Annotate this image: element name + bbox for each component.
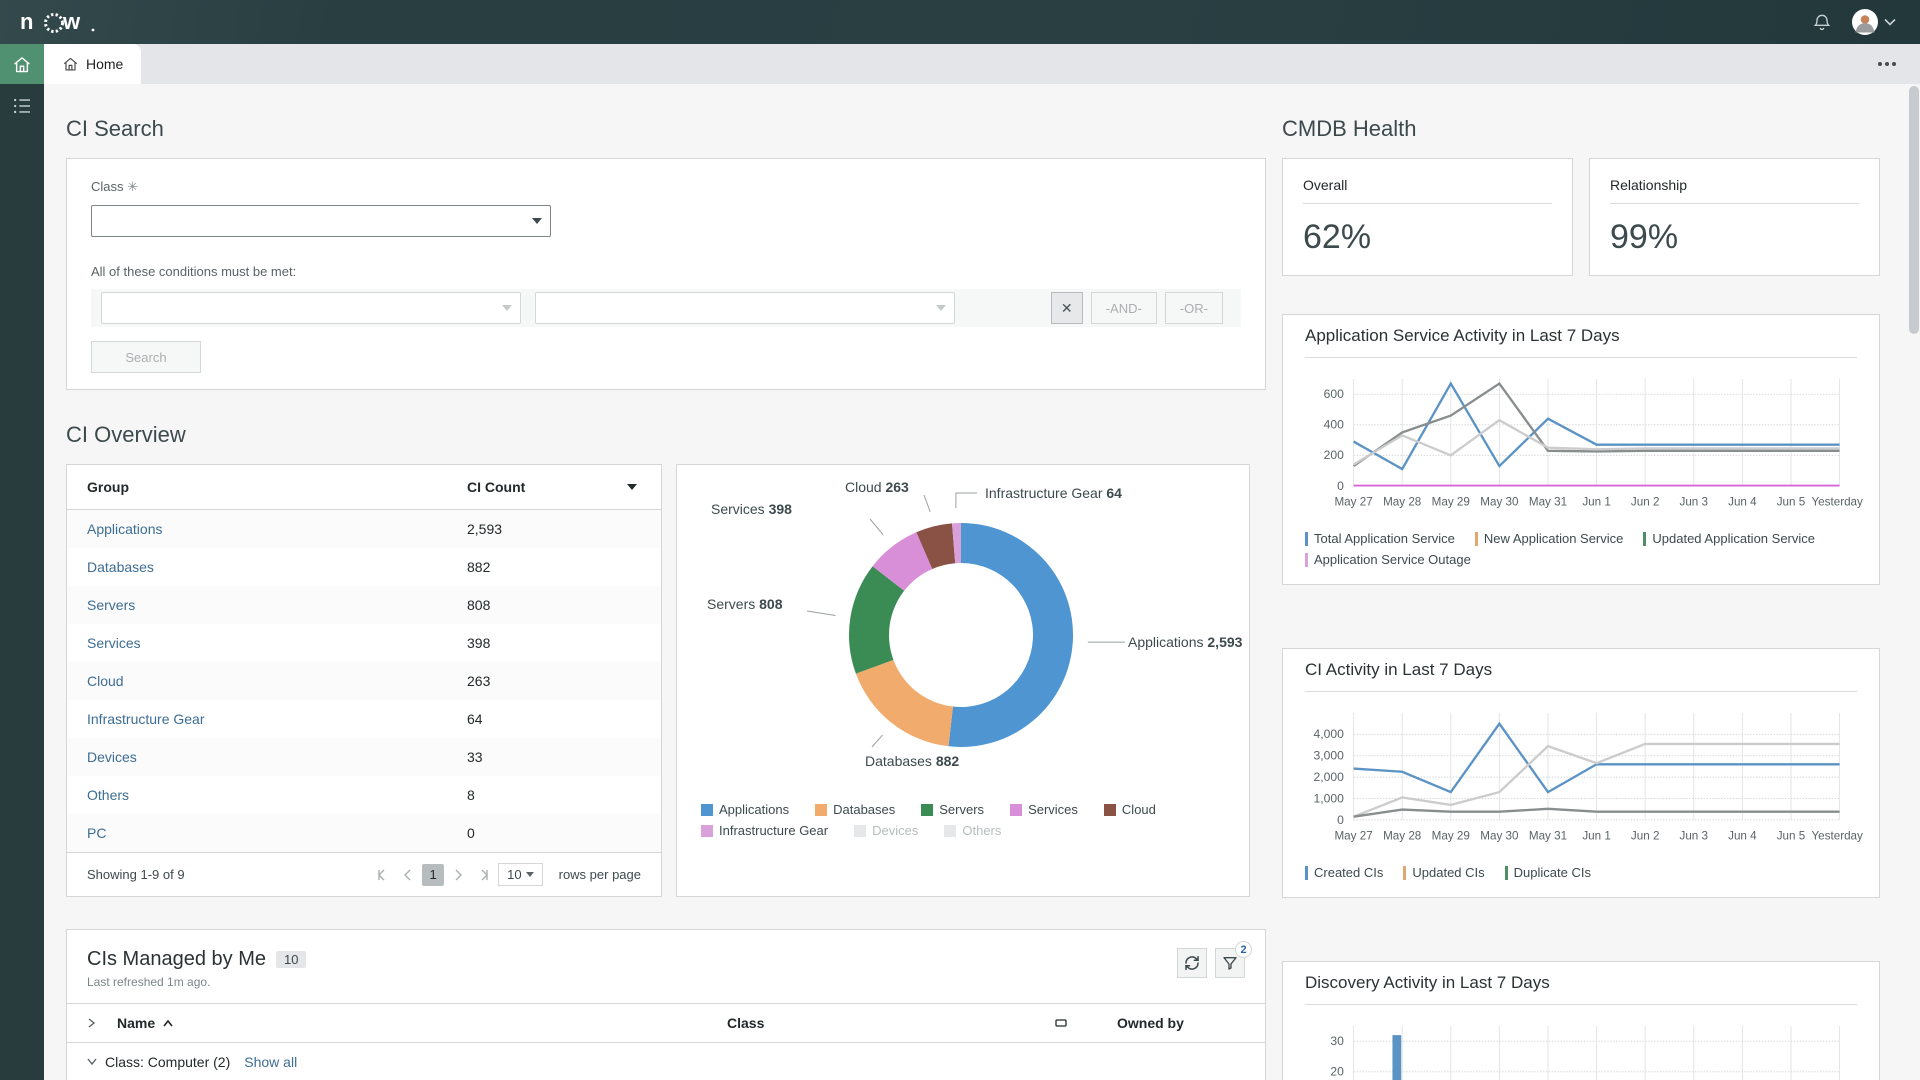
svg-text:May 28: May 28	[1383, 829, 1421, 842]
svg-text:n: n	[20, 11, 33, 33]
svg-text:Jun 2: Jun 2	[1631, 495, 1660, 508]
svg-text:May 30: May 30	[1480, 495, 1519, 508]
svg-text:Yesterday: Yesterday	[1811, 495, 1863, 508]
svg-text:Infrastructure Gear 64: Infrastructure Gear 64	[985, 485, 1122, 501]
svg-text:Yesterday: Yesterday	[1811, 829, 1863, 842]
svg-text:May 29: May 29	[1432, 829, 1470, 842]
svg-text:Databases 882: Databases 882	[865, 753, 959, 769]
svg-text:200: 200	[1324, 448, 1344, 462]
svg-text:Cloud 263: Cloud 263	[845, 479, 909, 495]
svg-text:Services 398: Services 398	[711, 501, 792, 517]
svg-text:1,000: 1,000	[1314, 791, 1345, 805]
svg-text:Jun 2: Jun 2	[1631, 829, 1660, 842]
svg-text:Jun 1: Jun 1	[1582, 829, 1611, 842]
svg-text:Jun 3: Jun 3	[1680, 829, 1709, 842]
svg-text:30: 30	[1330, 1034, 1344, 1048]
svg-text:May 29: May 29	[1432, 495, 1470, 508]
svg-text:May 30: May 30	[1480, 829, 1519, 842]
svg-text:3,000: 3,000	[1314, 749, 1345, 763]
svg-text:Jun 1: Jun 1	[1582, 495, 1611, 508]
svg-text:4,000: 4,000	[1314, 727, 1345, 741]
svg-text:Applications 2,593: Applications 2,593	[1128, 634, 1243, 650]
svg-text:20: 20	[1330, 1065, 1344, 1079]
svg-text:May 31: May 31	[1529, 495, 1567, 508]
svg-text:0: 0	[1337, 813, 1344, 827]
svg-text:2,000: 2,000	[1314, 770, 1345, 784]
svg-text:May 27: May 27	[1334, 829, 1372, 842]
svg-text:w: w	[62, 11, 81, 33]
svg-text:May 28: May 28	[1383, 495, 1421, 508]
svg-text:Jun 3: Jun 3	[1680, 495, 1709, 508]
svg-text:Jun 5: Jun 5	[1777, 495, 1806, 508]
svg-text:May 31: May 31	[1529, 829, 1567, 842]
svg-text:Jun 5: Jun 5	[1777, 829, 1806, 842]
svg-text:Jun 4: Jun 4	[1728, 495, 1757, 508]
svg-text:May 27: May 27	[1334, 495, 1372, 508]
svg-text:Jun 4: Jun 4	[1728, 829, 1757, 842]
svg-text:Servers 808: Servers 808	[707, 596, 783, 612]
svg-text:600: 600	[1324, 387, 1344, 401]
svg-text:0: 0	[1337, 479, 1344, 493]
svg-text:400: 400	[1324, 418, 1344, 432]
